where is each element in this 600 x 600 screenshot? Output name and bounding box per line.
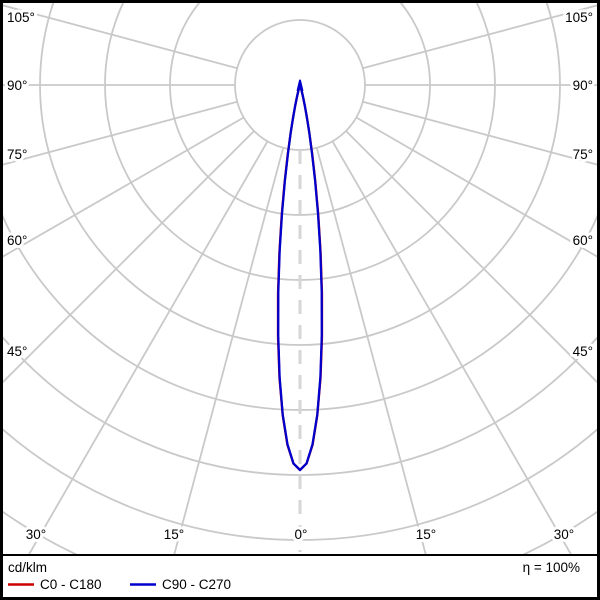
angle-label-right-75: 75° <box>573 147 593 162</box>
angle-label-left-60: 60° <box>7 233 27 248</box>
angle-labels: 105° 90° 75° 60° 45° 105° 90° 75° 60° 45… <box>4 7 596 545</box>
efficiency-label: η = 100% <box>523 560 580 575</box>
legend-label-c90-c270: C90 - C270 <box>162 577 231 592</box>
angle-label-left-105: 105° <box>7 10 35 25</box>
angle-label-bottom-0: 0° <box>295 527 308 542</box>
angle-label-left-75: 75° <box>7 147 27 162</box>
grid-ray <box>3 116 245 258</box>
grid-ray <box>28 140 269 554</box>
angle-label-right-105: 105° <box>565 10 593 25</box>
angle-label-bottom-15l: 15° <box>164 527 184 542</box>
angle-label-bottom-15r: 15° <box>416 527 436 542</box>
beam-origin-marker <box>296 79 304 92</box>
angle-label-left-90: 90° <box>7 78 27 93</box>
grid-ray <box>315 147 427 554</box>
angle-label-right-90: 90° <box>573 78 593 93</box>
grid-ray <box>355 116 597 258</box>
curve-C90-C270 <box>277 84 323 472</box>
grid-ray <box>362 100 597 166</box>
units-label: cd/klm <box>8 560 47 575</box>
grid-ray <box>362 4 597 70</box>
angle-label-right-45: 45° <box>573 344 593 359</box>
legend: cd/klm η = 100% C0 - C180 C90 - C270 <box>8 560 580 592</box>
grid-ring <box>3 428 597 541</box>
angle-label-right-60: 60° <box>573 233 593 248</box>
legend-label-c0-c180: C0 - C180 <box>40 577 102 592</box>
grid-ray <box>3 130 255 384</box>
angle-label-left-45: 45° <box>7 344 27 359</box>
intensity-curves <box>276 84 324 472</box>
grid-ray <box>3 4 238 70</box>
grid-ray <box>345 130 597 384</box>
grid-ray <box>3 100 238 166</box>
angle-label-bottom-30l: 30° <box>26 527 46 542</box>
grid-ray <box>331 140 572 554</box>
angle-label-bottom-30r: 30° <box>554 527 574 542</box>
grid-ray <box>173 147 285 554</box>
